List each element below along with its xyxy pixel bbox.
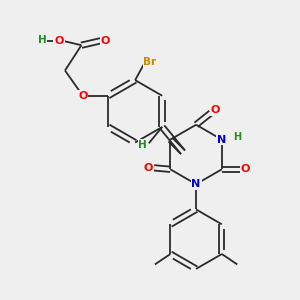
Text: N: N: [191, 179, 201, 189]
Text: H: H: [139, 140, 147, 150]
Text: O: O: [241, 164, 250, 174]
Text: O: O: [211, 105, 220, 115]
Text: Br: Br: [143, 57, 157, 67]
Text: O: O: [54, 36, 64, 46]
Text: H: H: [233, 132, 241, 142]
Text: O: O: [143, 163, 153, 173]
Text: H: H: [38, 34, 46, 45]
Text: O: O: [100, 36, 110, 46]
Text: N: N: [217, 135, 226, 145]
Text: O: O: [78, 91, 88, 101]
